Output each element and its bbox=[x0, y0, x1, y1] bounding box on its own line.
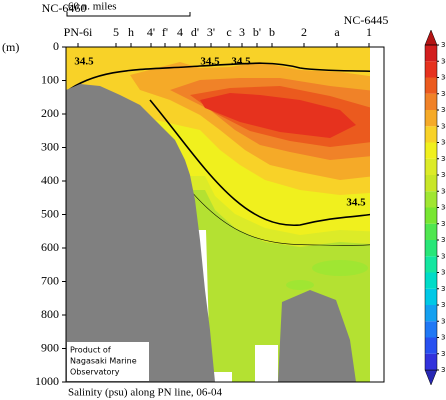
y-axis-label: (m) bbox=[2, 40, 19, 54]
contour-label: 34.5 bbox=[74, 56, 94, 68]
colorbar-segment bbox=[425, 240, 437, 257]
colorbar-tick-label: 33.8 bbox=[441, 236, 446, 244]
scale-label: 60 n. miles bbox=[68, 1, 117, 13]
salinity-field bbox=[65, 47, 385, 382]
station-label: a bbox=[334, 25, 340, 39]
colorbar-tick-label: 34.9 bbox=[441, 57, 446, 65]
station-label: 2 bbox=[301, 25, 307, 39]
y-tick-label: 200 bbox=[41, 106, 59, 120]
station-label: f' bbox=[162, 25, 168, 39]
credit-line: Product of bbox=[70, 346, 111, 355]
station-label: 4' bbox=[147, 25, 155, 39]
colorbar-segment bbox=[425, 272, 437, 289]
colorbar-segment bbox=[425, 288, 437, 305]
chart-title: Salinity (psu) along PN line, 06-04 bbox=[68, 387, 222, 399]
colorbar-segment bbox=[425, 61, 437, 78]
contour-label: 34.5 bbox=[231, 56, 251, 68]
colorbar-tick-label: 34.3 bbox=[441, 155, 446, 163]
y-tick-label: 700 bbox=[41, 273, 59, 287]
colorbar-tick-label: 33.7 bbox=[441, 252, 446, 260]
station-label: h bbox=[128, 25, 134, 39]
y-tick-label: 1000 bbox=[35, 374, 59, 388]
station-label: 5 bbox=[113, 25, 119, 39]
colorbar-segment bbox=[425, 142, 437, 159]
y-tick-label: 0 bbox=[53, 39, 59, 53]
colorbar-segment bbox=[425, 93, 437, 110]
colorbar-segment bbox=[425, 110, 437, 127]
colorbar-tick-label: 33.5 bbox=[441, 285, 446, 293]
credit-line: Nagasaki Marine bbox=[70, 357, 137, 366]
station-label: 3' bbox=[207, 25, 215, 39]
colorbar-segment bbox=[425, 207, 437, 224]
colorbar-tick-label: 34 bbox=[441, 204, 446, 212]
colorbar-segment bbox=[425, 175, 437, 192]
colorbar-tick-label: 33 bbox=[441, 366, 446, 374]
scale-bar bbox=[66, 12, 191, 17]
y-tick-label: 400 bbox=[41, 173, 59, 187]
colorbar-segment bbox=[425, 223, 437, 240]
contour-label: 34.5 bbox=[200, 56, 220, 68]
station-label: d' bbox=[191, 25, 199, 39]
contour-label: 34.5 bbox=[346, 197, 366, 209]
colorbar-segment bbox=[425, 353, 437, 370]
colorbar-segment bbox=[425, 305, 437, 322]
station-label: b bbox=[269, 25, 275, 39]
colorbar-end bbox=[424, 369, 438, 386]
colorbar-segment bbox=[425, 45, 437, 62]
colorbar-tick-label: 34.4 bbox=[441, 139, 446, 147]
station-label: c bbox=[226, 25, 231, 39]
colorbar-segment bbox=[425, 77, 437, 94]
colorbar-tick-label: 35 bbox=[441, 41, 446, 49]
y-tick-label: 600 bbox=[41, 240, 59, 254]
colorbar-tick-label: 33.4 bbox=[441, 301, 446, 309]
y-tick-label: 500 bbox=[41, 206, 59, 220]
colorbar-tick-label: 33.1 bbox=[441, 350, 446, 358]
colorbar-tick-label: 34.6 bbox=[441, 106, 446, 114]
station-label: b' bbox=[253, 25, 261, 39]
colorbar-tick-label: 34.5 bbox=[441, 122, 446, 130]
station-label: PN-6i bbox=[64, 25, 93, 39]
y-tick-label: 300 bbox=[41, 139, 59, 153]
colorbar-segment bbox=[425, 256, 437, 273]
colorbar-tick-label: 33.3 bbox=[441, 317, 446, 325]
y-tick-label: 100 bbox=[41, 72, 59, 86]
colorbar-tick-label: 34.1 bbox=[441, 187, 446, 195]
colorbar-tick-label: 34.8 bbox=[441, 74, 446, 82]
station-label: 3 bbox=[239, 25, 245, 39]
colorbar-tick-label: 34.2 bbox=[441, 171, 446, 179]
colorbar-tick-label: 33.9 bbox=[441, 220, 446, 228]
station-label: 4 bbox=[177, 25, 183, 39]
section-end: NC-6445 bbox=[344, 13, 389, 27]
y-tick-label: 900 bbox=[41, 340, 59, 354]
credit-box bbox=[67, 342, 149, 381]
colorbar-segment bbox=[425, 158, 437, 175]
colorbar-segment bbox=[425, 337, 437, 354]
colorbar-tick-label: 33.2 bbox=[441, 334, 446, 342]
credit-line: Observatory bbox=[70, 368, 120, 377]
colorbar-tick-label: 33.6 bbox=[441, 269, 446, 277]
colorbar-segment bbox=[425, 126, 437, 143]
section-start: NC-6460 bbox=[42, 1, 87, 15]
y-tick-label: 800 bbox=[41, 307, 59, 321]
colorbar-tick-label: 34.7 bbox=[441, 90, 446, 98]
colorbar-segment bbox=[425, 191, 437, 208]
colorbar-end bbox=[424, 29, 438, 46]
colorbar-segment bbox=[425, 321, 437, 338]
station-label: 1 bbox=[366, 25, 372, 39]
